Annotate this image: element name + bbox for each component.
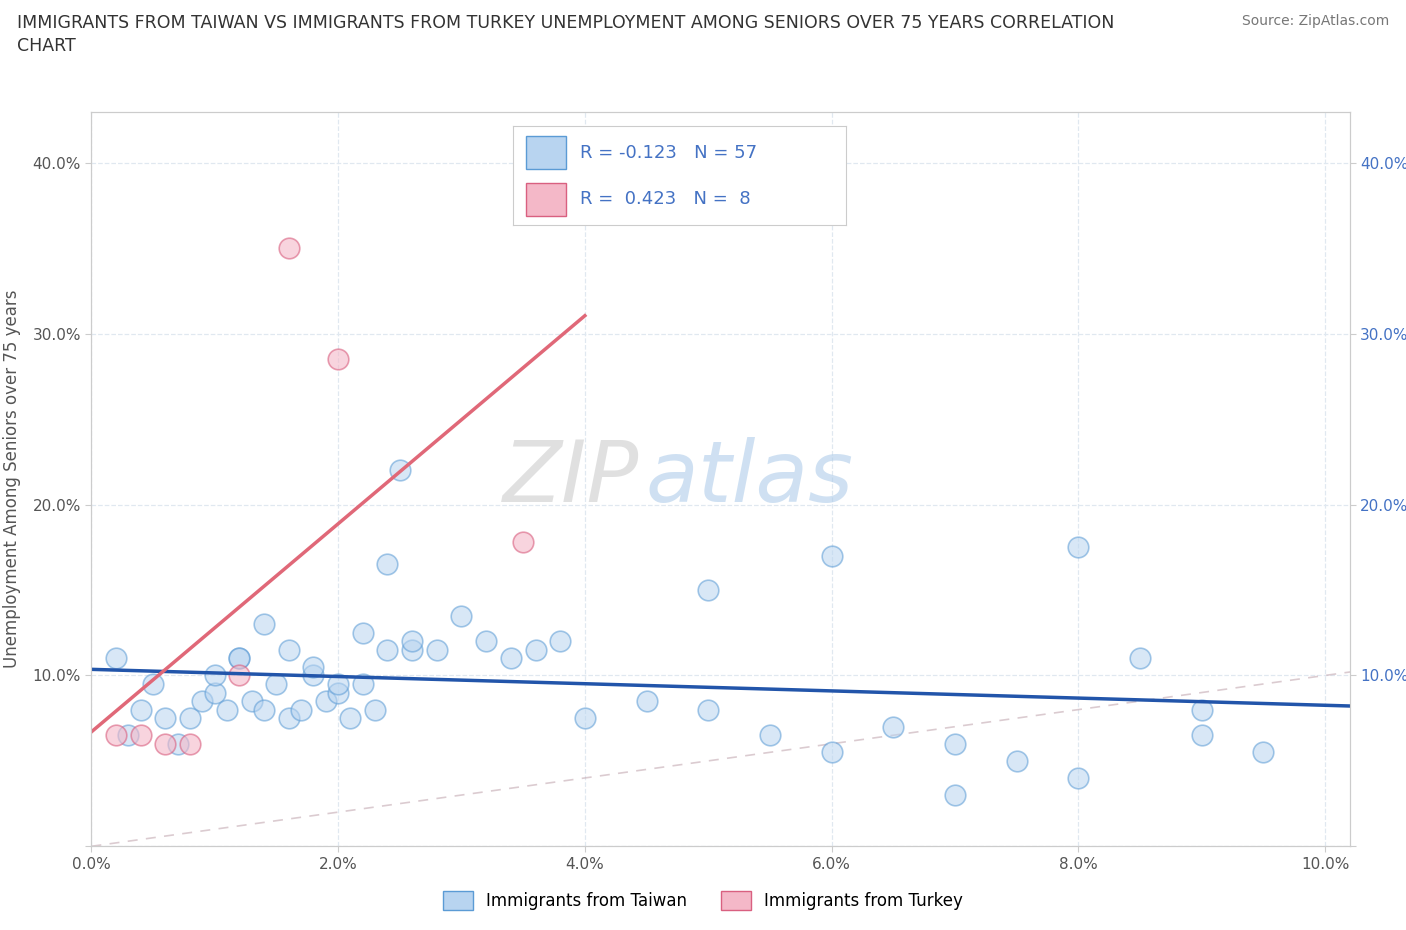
Point xyxy=(882,719,904,734)
Point xyxy=(302,659,325,674)
Point xyxy=(117,728,139,743)
Point xyxy=(142,676,165,691)
Point xyxy=(217,702,239,717)
Point xyxy=(253,702,276,717)
Point xyxy=(450,608,472,623)
Point xyxy=(277,643,299,658)
Point xyxy=(1067,539,1090,554)
Point xyxy=(155,737,177,751)
Y-axis label: Unemployment Among Seniors over 75 years: Unemployment Among Seniors over 75 years xyxy=(3,290,21,668)
Point xyxy=(943,737,966,751)
Point xyxy=(228,651,250,666)
Point xyxy=(512,535,534,550)
Point xyxy=(697,582,720,597)
Point xyxy=(266,676,288,691)
Point xyxy=(524,643,547,658)
Point xyxy=(277,711,299,725)
Point xyxy=(326,676,349,691)
Point xyxy=(302,668,325,683)
Point xyxy=(377,643,399,658)
Point xyxy=(228,668,250,683)
Point xyxy=(475,634,498,649)
Point xyxy=(820,549,842,564)
Point xyxy=(377,557,399,572)
Point xyxy=(1191,702,1213,717)
Point xyxy=(326,352,349,366)
Point xyxy=(636,694,658,709)
Point xyxy=(548,634,571,649)
Point xyxy=(240,694,263,709)
Point xyxy=(820,745,842,760)
Point xyxy=(1067,771,1090,786)
Point xyxy=(426,643,449,658)
Text: atlas: atlas xyxy=(645,437,853,521)
Point xyxy=(179,711,201,725)
Point xyxy=(204,668,226,683)
Point xyxy=(401,643,423,658)
Point xyxy=(1005,753,1028,768)
Point xyxy=(204,685,226,700)
Point xyxy=(155,711,177,725)
Point xyxy=(105,651,128,666)
Point xyxy=(315,694,337,709)
Point xyxy=(1191,728,1213,743)
Point xyxy=(1129,651,1152,666)
Point xyxy=(352,625,374,640)
Point xyxy=(228,651,250,666)
Point xyxy=(943,788,966,803)
Point xyxy=(1253,745,1275,760)
Point xyxy=(697,702,720,717)
Point xyxy=(574,711,596,725)
Point xyxy=(388,463,411,478)
Text: Source: ZipAtlas.com: Source: ZipAtlas.com xyxy=(1241,14,1389,28)
Text: CHART: CHART xyxy=(17,37,76,55)
Point xyxy=(364,702,387,717)
Point xyxy=(499,651,522,666)
Text: IMMIGRANTS FROM TAIWAN VS IMMIGRANTS FROM TURKEY UNEMPLOYMENT AMONG SENIORS OVER: IMMIGRANTS FROM TAIWAN VS IMMIGRANTS FRO… xyxy=(17,14,1114,32)
Point xyxy=(759,728,782,743)
Point xyxy=(277,241,299,256)
Point xyxy=(352,676,374,691)
Point xyxy=(326,685,349,700)
Point xyxy=(290,702,312,717)
Point xyxy=(253,617,276,631)
Point xyxy=(339,711,361,725)
Point xyxy=(401,634,423,649)
Point xyxy=(166,737,188,751)
Legend: Immigrants from Taiwan, Immigrants from Turkey: Immigrants from Taiwan, Immigrants from … xyxy=(436,884,970,917)
Point xyxy=(105,728,128,743)
Point xyxy=(129,728,152,743)
Point xyxy=(191,694,214,709)
Point xyxy=(179,737,201,751)
Text: ZIP: ZIP xyxy=(502,437,638,521)
Point xyxy=(129,702,152,717)
